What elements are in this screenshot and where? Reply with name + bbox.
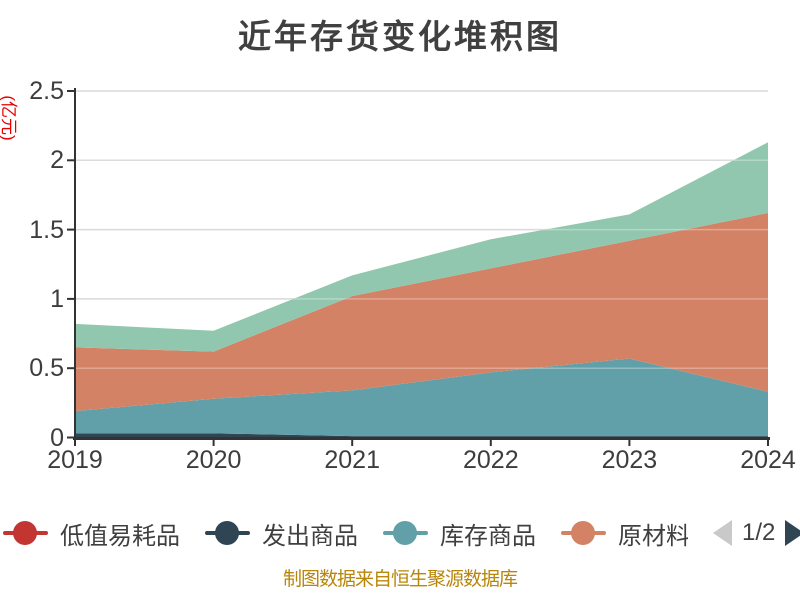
area-series-hidden-4[interactable]	[75, 142, 768, 352]
chart-title: 近年存货变化堆积图	[238, 18, 562, 55]
y-tick-label: 1	[50, 284, 64, 313]
legend-label: 发出商品	[262, 522, 358, 550]
y-tick-label: 1.5	[29, 215, 64, 244]
legend: 低值易耗品 发出商品 库存商品 原材料 1/2	[0, 516, 800, 551]
legend-item-raw-materials[interactable]: 原材料	[561, 516, 688, 551]
legend-label: 原材料	[618, 522, 688, 550]
stacked-areas	[75, 142, 768, 438]
legend-item-inventory-goods[interactable]: 库存商品	[383, 516, 536, 551]
y-tick-label: 0	[50, 423, 64, 452]
y-tick-label: 0.5	[29, 354, 64, 383]
axis-lines	[73, 88, 770, 446]
legend-pagination: 1/2	[713, 519, 800, 547]
x-tick-label: 2019	[47, 446, 103, 474]
legend-label: 库存商品	[440, 522, 536, 550]
gridlines-overlay	[75, 90, 768, 369]
legend-page-indicator: 1/2	[742, 519, 776, 546]
data-source-note: 制图数据来自恒生聚源数据库	[282, 569, 518, 590]
area-series-原材料[interactable]	[75, 212, 768, 412]
legend-item-low-value-consumables[interactable]: 低值易耗品	[3, 516, 180, 551]
y-tick-label: 2.5	[29, 77, 64, 105]
legend-label: 低值易耗品	[60, 522, 180, 550]
x-tick-label: 2022	[462, 446, 519, 474]
axis-ticks	[67, 90, 769, 446]
x-tick-label: 2021	[324, 446, 380, 474]
legend-line-circle-marker	[205, 520, 250, 546]
legend-next-arrow[interactable]	[785, 520, 800, 546]
legend-line-circle-marker	[383, 520, 428, 546]
legend-line-circle-marker	[561, 520, 606, 546]
x-tick-label: 2020	[185, 446, 242, 474]
legend-prev-arrow[interactable]	[713, 520, 732, 546]
y-tick-label: 2	[50, 146, 64, 175]
area-series-发出商品[interactable]	[75, 433, 768, 438]
area-series-库存商品[interactable]	[75, 358, 768, 437]
x-tick-label: 2024	[740, 446, 796, 474]
legend-item-goods-shipped[interactable]: 发出商品	[205, 516, 358, 551]
legend-line-circle-marker	[3, 520, 48, 546]
x-tick-label: 2023	[601, 446, 658, 474]
